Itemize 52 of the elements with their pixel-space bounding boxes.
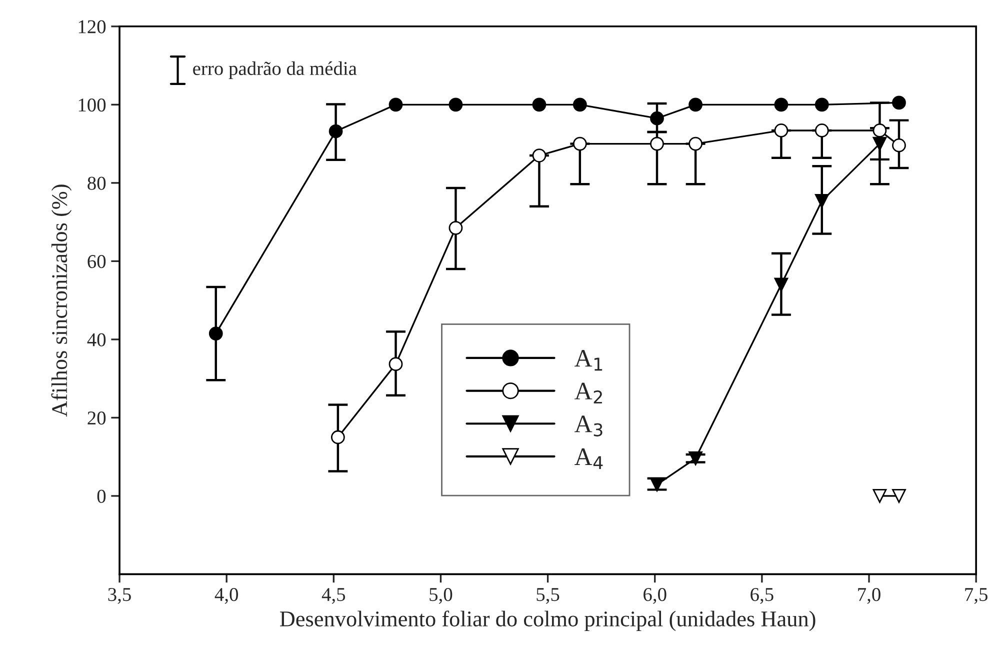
point: [892, 138, 906, 152]
point: [774, 124, 788, 138]
point: [331, 430, 345, 444]
point: [328, 124, 343, 138]
y-tick-label: 0: [97, 490, 106, 503]
x-tick-label: 4,5: [322, 588, 346, 604]
point: [814, 194, 829, 208]
point: [872, 489, 887, 503]
point: [814, 98, 829, 112]
legend-label: A$_{1}$: [574, 350, 602, 371]
point: [388, 357, 403, 372]
point: [388, 98, 403, 112]
point: [650, 136, 664, 151]
point: [688, 98, 702, 112]
y-tick-label: 80: [88, 176, 106, 190]
point: [208, 326, 223, 341]
point: [688, 136, 702, 151]
annotation: erro padrão da média: [193, 61, 357, 80]
legend-label: A$_{2}$: [574, 382, 602, 404]
point: [774, 98, 788, 112]
x-tick-label: 5,5: [536, 588, 560, 604]
y-tick-label: 120: [78, 20, 106, 34]
legend-label: A$_{4}$: [574, 448, 603, 470]
y-tick-label: 40: [87, 333, 106, 346]
point: [872, 136, 887, 151]
x-tick-label: 3,5: [108, 588, 131, 604]
x-axis-title: Desenvolvimento foliar do colmo principal (unidades Haun): [280, 610, 816, 631]
point: [650, 478, 664, 492]
point: [532, 98, 546, 112]
point: [448, 98, 463, 112]
point: [814, 124, 829, 138]
y-tick-label: 100: [78, 98, 106, 112]
y-tick-label: 20: [88, 412, 106, 425]
point: [872, 124, 887, 138]
point: [572, 98, 587, 112]
point: [688, 451, 702, 466]
legend-label: A$_{3}$: [574, 416, 602, 436]
point: [774, 278, 788, 292]
point: [532, 148, 546, 162]
point: [892, 96, 906, 110]
x-tick-label: 7,0: [858, 588, 880, 604]
y-axis-title: Afilhos sincronizados (%): [51, 184, 72, 417]
x-tick-label: 6,5: [750, 588, 774, 604]
point: [448, 220, 463, 235]
x-tick-label: 5,0: [430, 588, 452, 604]
x-tick-label: 4,0: [214, 588, 238, 604]
point: [650, 111, 664, 126]
x-tick-label: 7,5: [965, 588, 988, 604]
y-tick-label: 60: [88, 254, 106, 268]
x-tick-label: 6,0: [644, 588, 666, 604]
point: [892, 489, 906, 503]
point: [572, 136, 587, 151]
